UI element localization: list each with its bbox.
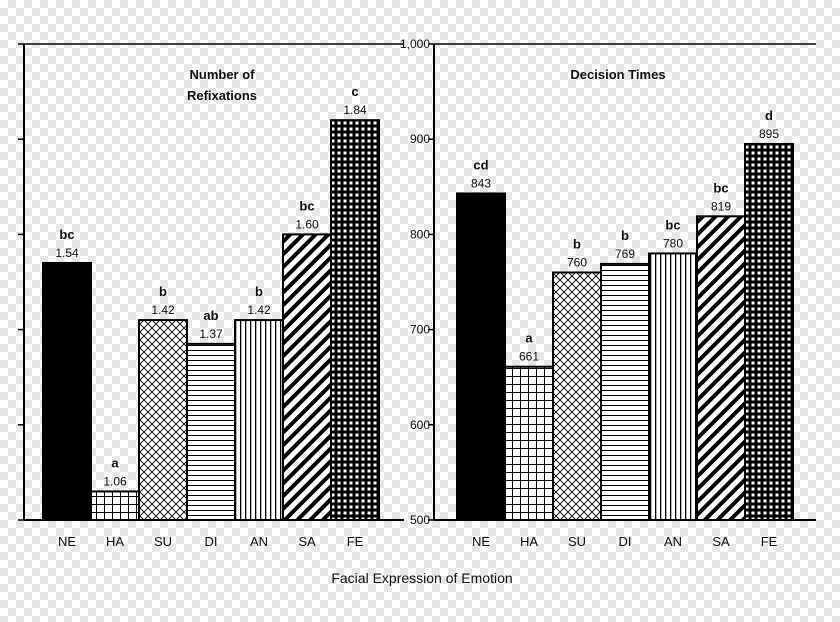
left-category-label-su: SU [154,534,172,549]
right-bar-an [648,252,698,521]
right-value-label-ha: 661 [519,350,539,364]
right-bar-ne [456,192,506,522]
left-significance-letter-fe: c [351,84,358,99]
left-significance-letter-su: b [159,284,167,299]
left-category-label-ha: HA [106,534,124,549]
right-value-label-su: 760 [567,255,587,269]
right-value-label-fe: 895 [759,127,779,141]
right-y-tick-label: 900 [410,132,430,146]
right-category-label-ha: HA [520,534,538,549]
left-value-label-an: 1.42 [247,303,271,317]
left-value-label-fe: 1.84 [343,103,367,117]
left-value-label-di: 1.37 [199,327,223,341]
right-panel-title: Decision Times [570,67,665,82]
right-significance-letter-ne: cd [473,157,488,172]
left-bar-su [138,319,188,521]
right-y-tick-label: 500 [410,513,430,527]
right-category-label-fe: FE [761,534,778,549]
right-value-label-ne: 843 [471,176,491,190]
right-value-label-an: 780 [663,236,683,250]
left-value-label-sa: 1.60 [295,217,319,231]
right-y-tick-label: 1,000 [400,37,430,51]
right-bar-fe [744,142,794,522]
right-y-tick-label: 800 [410,227,430,241]
left-significance-letter-di: ab [203,308,218,323]
left-category-label-di: DI [205,534,218,549]
x-axis-title: Facial Expression of Emotion [331,570,512,586]
right-category-label-di: DI [619,534,632,549]
left-bar-di [186,342,236,521]
left-panel-title-line-2: Refixations [187,88,257,103]
right-significance-letter-fe: d [765,108,773,123]
left-bar-ha [90,490,140,522]
left-significance-letter-ne: bc [59,227,74,242]
left-value-label-ne: 1.54 [55,246,79,260]
right-bar-su [552,271,602,522]
left-significance-letter-sa: bc [299,198,314,213]
left-category-label-an: AN [250,534,268,549]
right-significance-letter-di: b [621,228,629,243]
left-value-label-ha: 1.06 [103,474,127,488]
left-value-label-su: 1.42 [151,303,175,317]
right-value-label-sa: 819 [711,199,731,213]
right-significance-letter-ha: a [525,331,533,346]
right-y-tick-label: 600 [410,418,430,432]
right-category-label-ne: NE [472,534,490,549]
left-category-label-fe: FE [347,534,364,549]
left-panel-title-line-1: Number of [190,67,256,82]
left-bar-fe [330,119,380,521]
right-y-tick-label: 700 [410,323,430,337]
right-category-label-an: AN [664,534,682,549]
left-category-label-sa: SA [298,534,316,549]
left-bar-sa [282,233,332,521]
left-category-label-ne: NE [58,534,76,549]
right-significance-letter-an: bc [665,217,680,232]
right-value-label-di: 769 [615,247,635,261]
left-bar-ne [42,261,92,521]
right-bar-sa [696,215,746,521]
left-bar-an [234,319,284,521]
right-bar-di [600,262,650,521]
right-category-label-su: SU [568,534,586,549]
right-bar-ha [504,365,554,521]
right-category-label-sa: SA [712,534,730,549]
left-significance-letter-an: b [255,284,263,299]
right-significance-letter-sa: bc [713,180,728,195]
left-significance-letter-ha: a [111,455,119,470]
right-significance-letter-su: b [573,236,581,251]
